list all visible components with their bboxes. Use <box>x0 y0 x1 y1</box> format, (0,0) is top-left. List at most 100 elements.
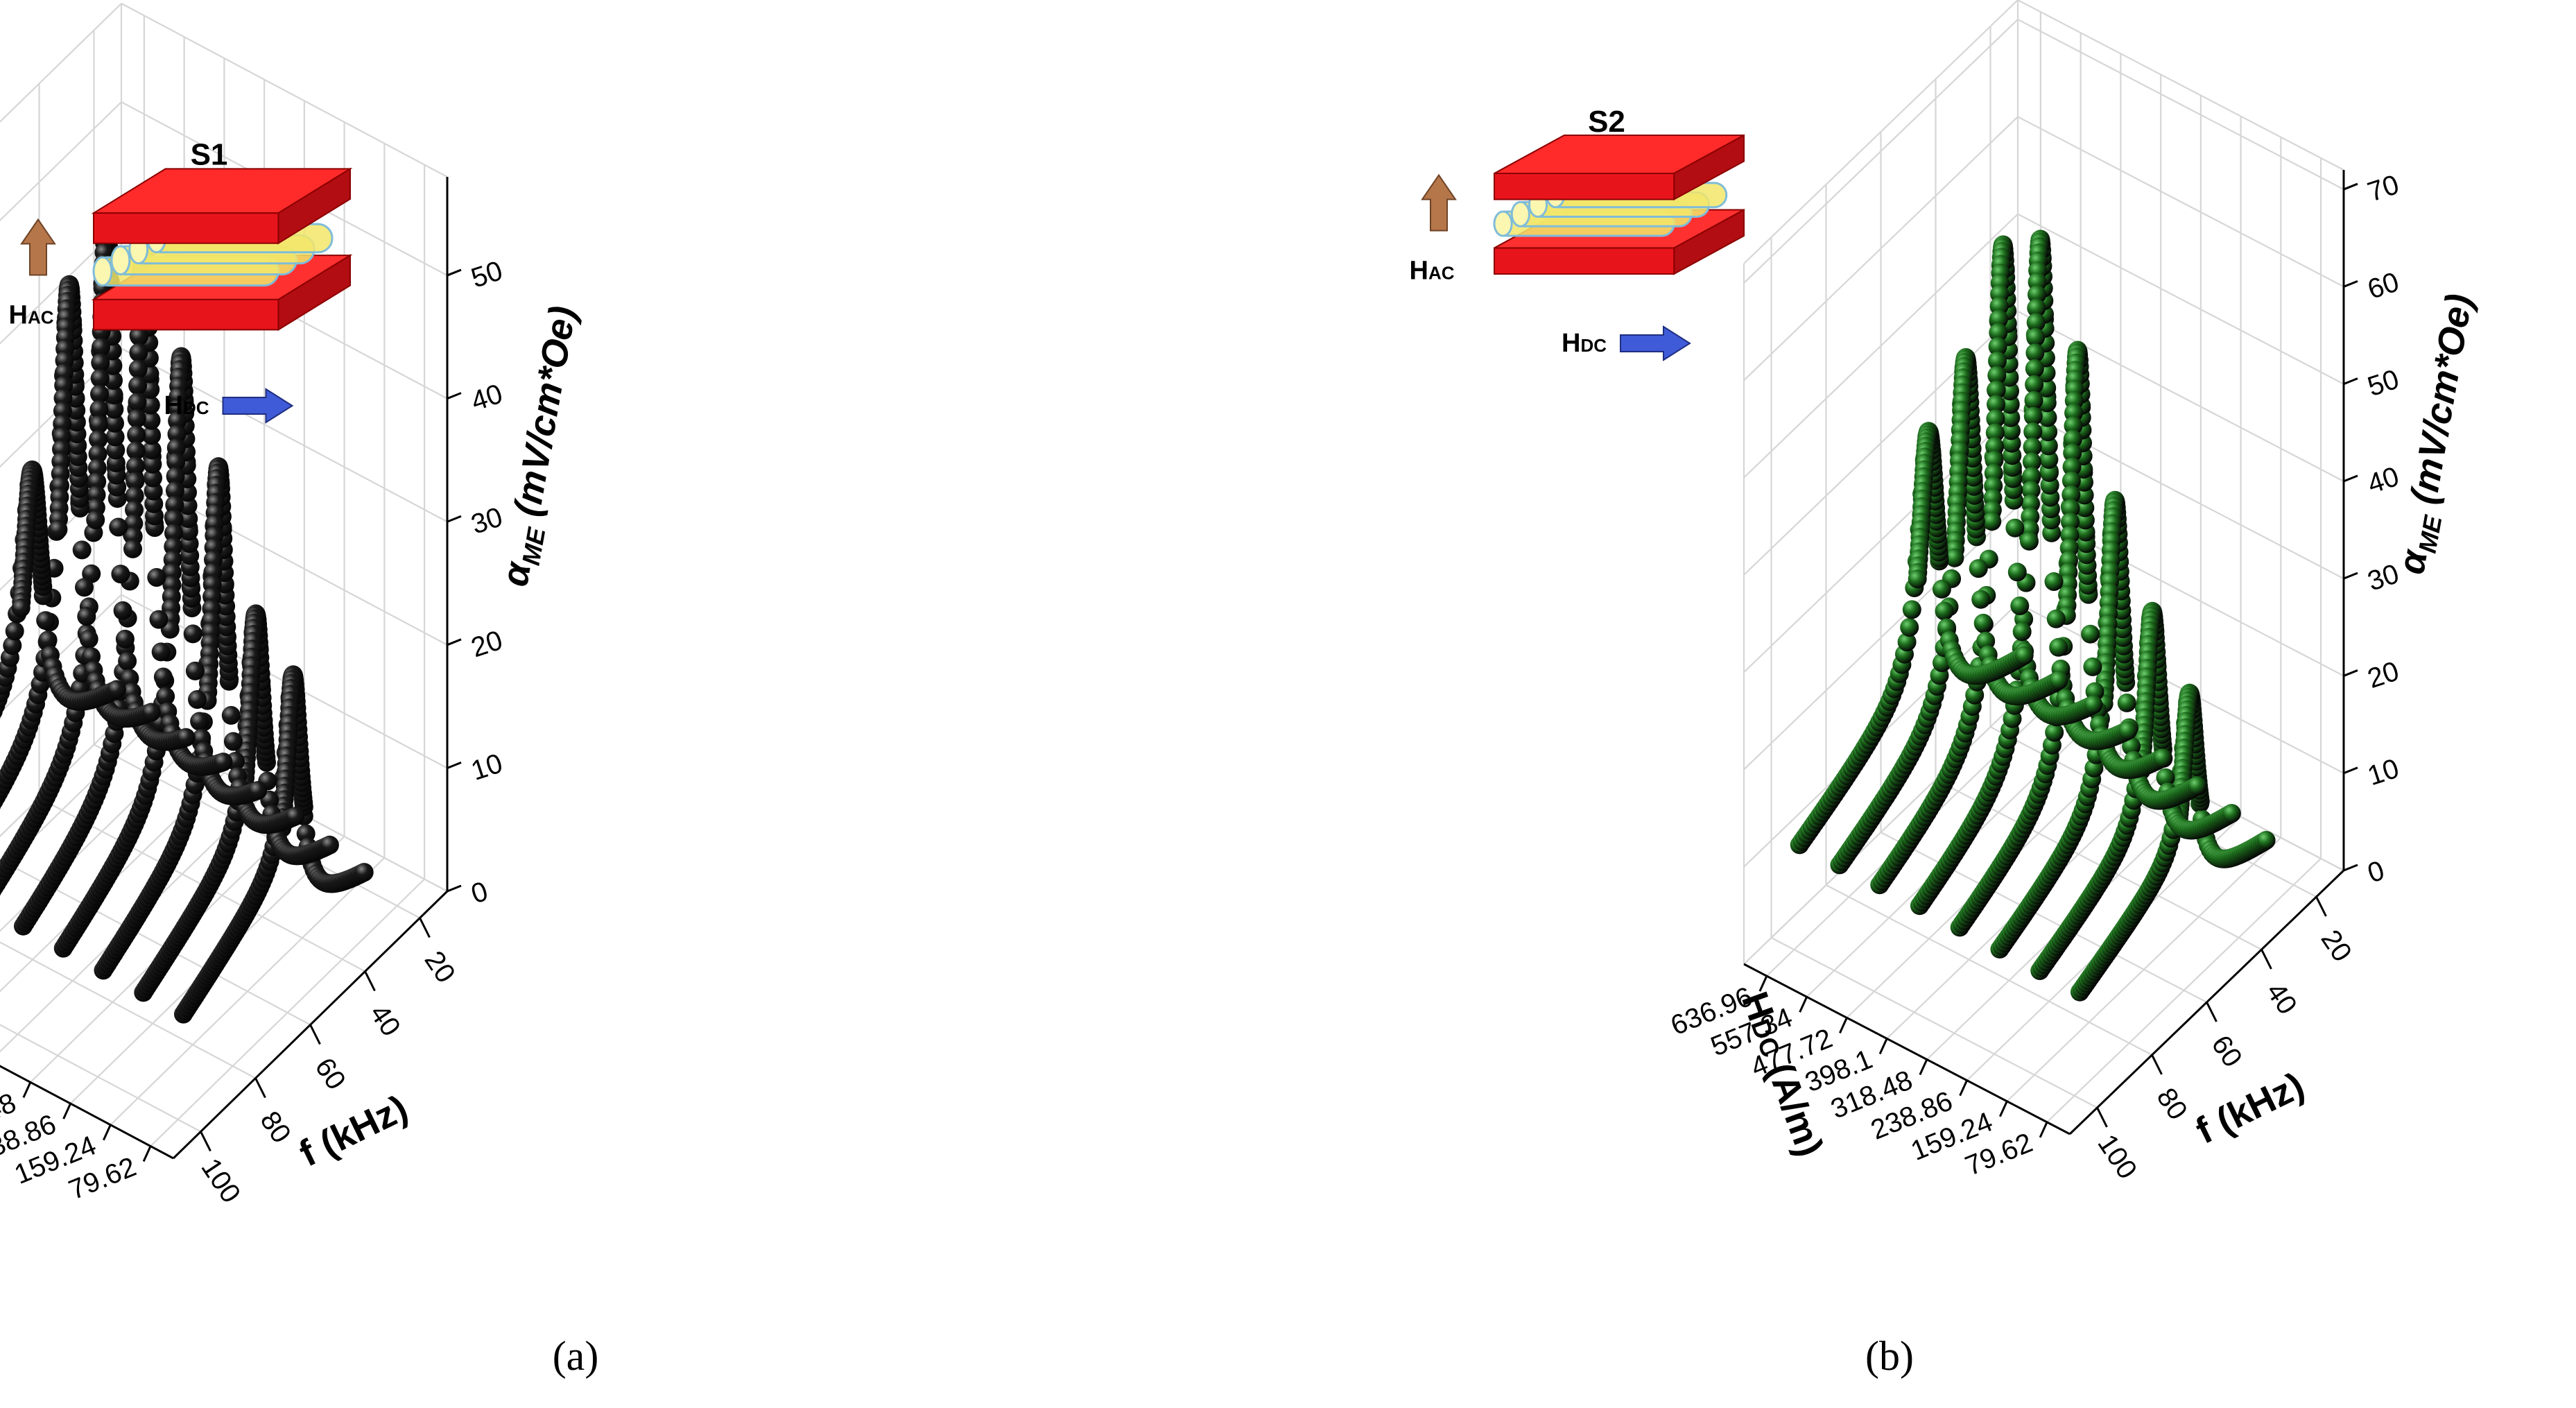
data-point <box>164 524 183 543</box>
data-point <box>88 445 107 463</box>
data-point <box>2049 671 2068 690</box>
data-point <box>75 578 94 597</box>
data-point <box>2118 721 2138 740</box>
grid-line <box>2017 0 2344 171</box>
data-point <box>109 517 128 537</box>
data-point <box>178 496 198 515</box>
data-point <box>190 712 209 731</box>
data-point <box>115 629 135 649</box>
data-point <box>2122 737 2141 756</box>
z-tick-label: 50 <box>2364 364 2403 403</box>
data-point <box>90 369 110 388</box>
panel-label: (a) <box>553 1333 599 1379</box>
data-point <box>214 753 233 772</box>
x-tick <box>2096 1107 2108 1128</box>
z-tick <box>2343 864 2358 872</box>
grid-line <box>1743 700 2019 965</box>
data-point <box>1935 601 1954 621</box>
grid-line <box>0 941 257 1079</box>
bottom-layer-front <box>93 298 279 331</box>
x-tick-label: 20 <box>419 945 461 988</box>
panel-b: 2040608010079.62159.24238.86318.48398.14… <box>1409 0 2486 1379</box>
x-tick-label: 40 <box>364 999 406 1041</box>
data-point <box>2084 695 2103 714</box>
data-series-318.48 <box>53 347 268 958</box>
grid-line <box>1743 213 2019 479</box>
data-point <box>144 468 162 488</box>
y-tick <box>22 1081 32 1098</box>
data-point <box>2014 646 2034 665</box>
data-point <box>1987 395 2005 414</box>
data-point <box>72 540 92 560</box>
data-point <box>142 440 162 460</box>
data-series-318.48 <box>1950 341 2172 937</box>
data-series-238.86 <box>1990 490 2206 959</box>
data-point <box>87 472 107 491</box>
x-tick-label: 60 <box>309 1052 352 1094</box>
data-point <box>1988 337 2007 357</box>
z-tick-label: 20 <box>2364 655 2403 694</box>
data-point <box>111 565 130 584</box>
h-dc-arrow-icon <box>1620 325 1691 361</box>
y-tick <box>102 1124 112 1141</box>
data-point <box>151 642 171 662</box>
grid-line <box>2017 213 2344 385</box>
h-dc-label-sub: DC <box>1580 335 1607 356</box>
data-point <box>1932 579 1951 599</box>
z-tick <box>2343 377 2358 386</box>
h-ac-label-sub: AC <box>28 307 54 328</box>
x-tick <box>419 917 431 938</box>
data-point <box>1973 613 1993 633</box>
data-point <box>286 807 304 826</box>
h-dc-label: HDC <box>164 391 209 420</box>
z-tick-label: 60 <box>2364 266 2403 305</box>
data-point <box>2021 481 2041 500</box>
data-point <box>164 537 183 556</box>
grid-line <box>0 3 122 123</box>
data-point <box>2007 563 2027 582</box>
z-axis-title-sub: ME <box>517 525 551 567</box>
grid-line <box>0 1024 202 1133</box>
y-tick <box>1839 1017 1848 1033</box>
data-point <box>156 687 175 706</box>
data-point <box>107 680 126 699</box>
z-tick <box>447 884 462 893</box>
data-point <box>2023 422 2043 441</box>
data-point <box>106 440 126 460</box>
data-point <box>2024 390 2043 410</box>
z-tick <box>447 638 462 646</box>
x-tick-label: 80 <box>254 1106 297 1148</box>
z-tick-label: 0 <box>2364 855 2388 889</box>
fiber-end <box>1493 210 1513 237</box>
y-tick <box>1878 1038 1888 1055</box>
data-point <box>2156 768 2175 787</box>
data-point <box>104 386 123 404</box>
data-point <box>128 393 147 412</box>
data-point <box>38 630 58 650</box>
data-point <box>153 667 173 687</box>
y-tick <box>1919 1058 1928 1076</box>
h-dc-label-main: H <box>164 391 182 420</box>
y-tick <box>2039 1122 2048 1138</box>
z-axis-title: αME (mV/cm*Oe) <box>2390 291 2486 578</box>
h-ac-label: HAC <box>8 301 53 330</box>
z-tick <box>447 392 462 400</box>
data-point <box>2022 452 2041 472</box>
data-point <box>2222 804 2241 823</box>
z-tick <box>447 268 462 277</box>
data-point <box>2187 776 2206 796</box>
x-tick-label: 20 <box>2315 925 2358 967</box>
data-point <box>2027 298 2046 318</box>
data-point <box>87 458 107 478</box>
z-tick <box>447 515 462 523</box>
grid-line <box>2017 310 2344 482</box>
data-point <box>1985 437 2005 456</box>
data-point <box>166 452 186 472</box>
h-ac-label-main: H <box>8 301 27 330</box>
data-point <box>2061 499 2080 518</box>
h-dc-arrow-icon <box>222 388 294 424</box>
data-point <box>113 601 132 620</box>
data-series-group <box>0 213 374 1024</box>
data-point <box>89 415 108 434</box>
grid-line <box>1825 884 2153 1056</box>
